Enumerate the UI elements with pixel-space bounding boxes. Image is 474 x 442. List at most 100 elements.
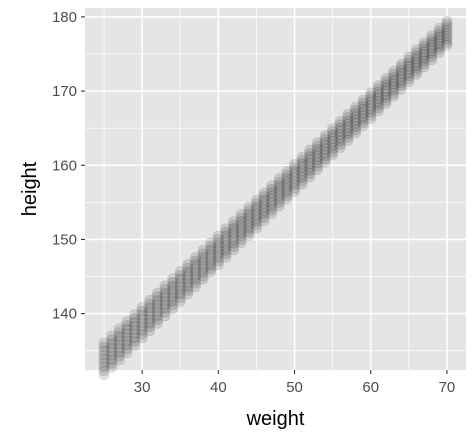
data-point bbox=[197, 244, 209, 256]
data-point bbox=[418, 52, 430, 64]
data-point bbox=[235, 233, 247, 245]
data-point bbox=[205, 255, 217, 267]
data-point bbox=[403, 69, 415, 82]
data-point bbox=[372, 105, 384, 117]
data-point bbox=[113, 346, 125, 358]
data-point bbox=[128, 339, 141, 351]
data-point bbox=[106, 346, 118, 358]
data-point bbox=[304, 151, 316, 163]
data-point bbox=[243, 201, 255, 213]
data-point bbox=[273, 179, 285, 192]
data-point bbox=[136, 301, 148, 314]
data-point bbox=[372, 83, 384, 95]
data-point bbox=[380, 76, 392, 88]
data-point bbox=[349, 127, 362, 139]
data-point bbox=[212, 237, 224, 249]
data-point bbox=[410, 50, 423, 62]
data-point bbox=[98, 353, 110, 365]
data-point bbox=[311, 137, 324, 149]
data-point bbox=[410, 59, 423, 71]
data-point bbox=[159, 306, 171, 318]
data-point bbox=[106, 361, 118, 373]
data-point bbox=[288, 165, 301, 177]
data-point bbox=[334, 125, 346, 137]
data-point bbox=[380, 91, 392, 103]
data-point bbox=[220, 226, 232, 238]
data-point bbox=[258, 215, 270, 227]
data-point bbox=[205, 262, 217, 274]
data-point bbox=[403, 76, 415, 88]
data-point bbox=[349, 120, 362, 133]
data-point bbox=[205, 241, 217, 253]
data-point bbox=[258, 208, 270, 220]
data-point bbox=[342, 115, 354, 127]
data-point bbox=[258, 187, 270, 199]
data-point bbox=[243, 205, 255, 217]
data-point bbox=[395, 61, 407, 73]
data-point bbox=[250, 205, 263, 217]
data-point bbox=[342, 131, 354, 143]
data-point bbox=[304, 157, 316, 170]
data-point bbox=[205, 248, 217, 260]
data-point bbox=[273, 200, 285, 212]
data-point bbox=[281, 179, 293, 191]
data-point bbox=[197, 255, 209, 267]
data-point bbox=[227, 237, 240, 249]
data-point bbox=[395, 71, 407, 83]
data-point bbox=[250, 218, 263, 231]
data-point bbox=[296, 155, 308, 167]
data-point bbox=[395, 77, 407, 89]
data-point bbox=[167, 299, 179, 311]
data-point bbox=[327, 149, 339, 161]
data-point bbox=[182, 273, 194, 285]
data-point bbox=[311, 147, 324, 159]
data-point bbox=[128, 331, 141, 344]
data-point bbox=[327, 139, 339, 151]
data-point bbox=[174, 266, 186, 278]
data-point bbox=[174, 295, 186, 307]
data-point bbox=[319, 153, 331, 165]
data-point bbox=[159, 302, 171, 315]
data-point bbox=[349, 111, 362, 123]
data-point bbox=[98, 364, 110, 377]
data-point bbox=[357, 94, 369, 106]
data-point bbox=[342, 121, 354, 133]
data-point bbox=[197, 251, 209, 264]
data-point bbox=[250, 198, 263, 210]
data-point bbox=[304, 164, 316, 176]
data-point bbox=[380, 79, 392, 91]
data-point bbox=[227, 219, 240, 231]
data-point bbox=[365, 90, 377, 102]
data-point bbox=[296, 171, 308, 184]
data-point bbox=[197, 266, 209, 278]
data-point bbox=[410, 44, 423, 56]
data-point bbox=[227, 230, 240, 242]
data-points bbox=[98, 15, 453, 381]
data-point bbox=[327, 146, 339, 158]
data-point bbox=[98, 345, 110, 357]
data-point bbox=[250, 194, 263, 206]
data-point bbox=[189, 255, 202, 267]
data-point bbox=[121, 316, 133, 328]
data-point bbox=[288, 185, 301, 198]
data-point bbox=[227, 240, 240, 253]
data-point bbox=[395, 67, 407, 80]
data-point bbox=[243, 229, 255, 241]
data-point bbox=[98, 357, 110, 369]
data-point bbox=[113, 334, 125, 347]
data-point bbox=[235, 219, 247, 231]
data-point bbox=[334, 135, 346, 147]
data-point bbox=[281, 182, 293, 195]
data-point bbox=[334, 115, 346, 128]
data-point bbox=[349, 114, 362, 126]
data-point bbox=[365, 106, 377, 118]
data-point bbox=[365, 87, 377, 99]
data-point bbox=[121, 335, 133, 347]
data-point bbox=[235, 223, 247, 235]
data-point bbox=[365, 96, 377, 109]
data-point bbox=[106, 330, 118, 342]
data-point bbox=[182, 281, 194, 293]
data-point bbox=[281, 189, 293, 201]
data-point bbox=[182, 288, 194, 300]
data-point bbox=[212, 259, 224, 271]
